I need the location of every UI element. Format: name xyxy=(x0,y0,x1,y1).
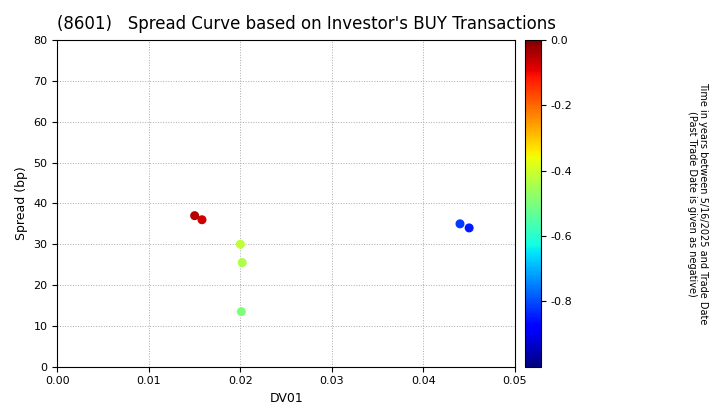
X-axis label: DV01: DV01 xyxy=(269,392,303,405)
Point xyxy=(454,220,466,227)
Y-axis label: Spread (bp): Spread (bp) xyxy=(15,167,28,240)
Point xyxy=(189,212,200,219)
Point xyxy=(464,225,475,231)
Point xyxy=(235,241,246,248)
Text: (8601)   Spread Curve based on Investor's BUY Transactions: (8601) Spread Curve based on Investor's … xyxy=(58,15,557,33)
Point xyxy=(236,259,248,266)
Point xyxy=(235,308,247,315)
Y-axis label: Time in years between 5/16/2025 and Trade Date
(Past Trade Date is given as nega: Time in years between 5/16/2025 and Trad… xyxy=(687,82,708,325)
Point xyxy=(197,216,208,223)
